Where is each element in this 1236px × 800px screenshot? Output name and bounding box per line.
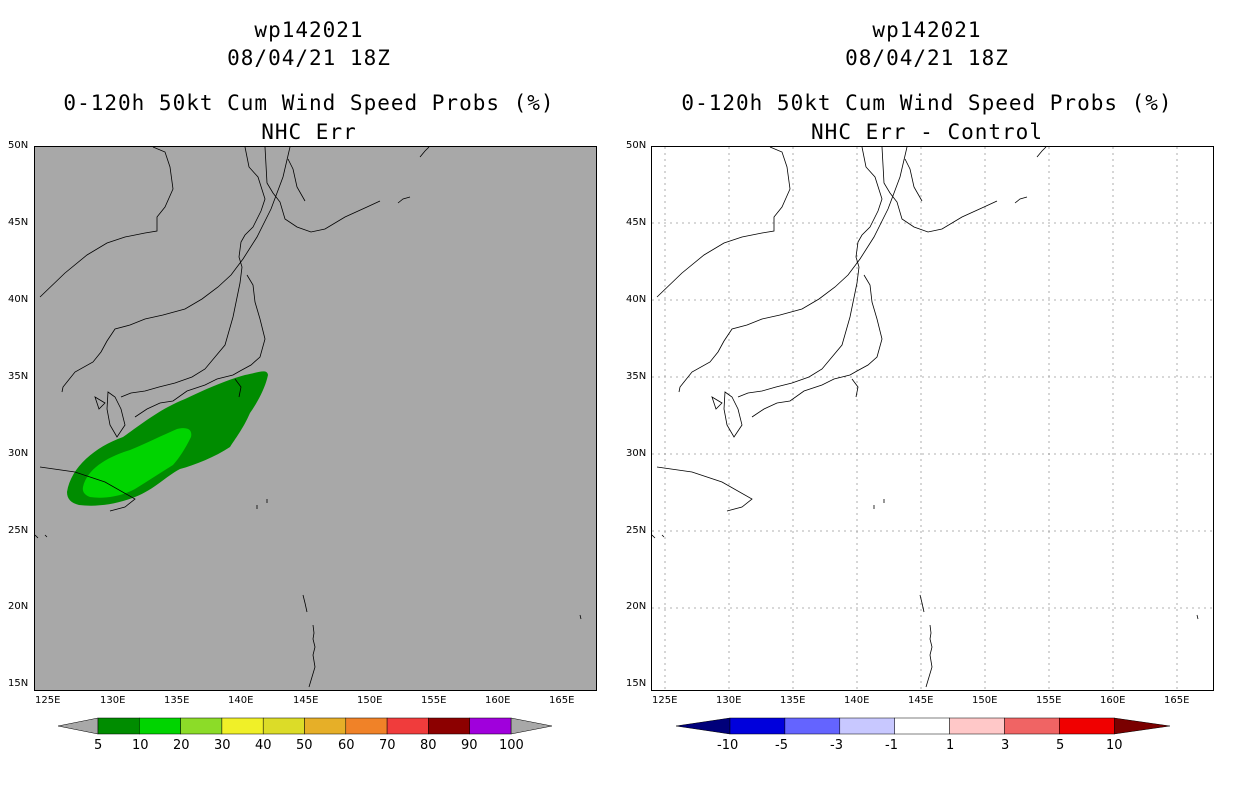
- lat-label: 15N: [626, 678, 647, 689]
- colorbar-left-arrow: [57, 717, 99, 735]
- colorbar-segment: [949, 717, 1005, 735]
- subtitle: NHC Err - Control: [811, 120, 1043, 144]
- colorbar-segment: [428, 717, 470, 735]
- map-graphics: [35, 147, 582, 688]
- lon-label: 155E: [421, 695, 447, 706]
- product-title: 0-120h 50kt Cum Wind Speed Probs (%): [681, 91, 1173, 115]
- lat-label: 45N: [8, 217, 29, 228]
- colorbar-segment: [1004, 717, 1060, 735]
- probability-map: [34, 146, 597, 691]
- lat-label: 25N: [626, 525, 647, 536]
- colorbar-label: 40: [255, 738, 272, 753]
- colorbar-label: 60: [338, 738, 355, 753]
- datetime-title: 08/04/21 18Z: [845, 46, 1009, 70]
- colorbar-segment: [345, 717, 388, 735]
- colorbar-label: 100: [499, 738, 524, 753]
- lat-label: 40N: [626, 294, 647, 305]
- lat-label: 20N: [8, 601, 29, 612]
- colorbar-segment: [97, 717, 140, 735]
- colorbar-label: 1: [946, 738, 955, 753]
- left-panel: wp142021 08/04/21 18Z 0-120h 50kt Cum Wi…: [8, 18, 597, 753]
- lat-label: 50N: [626, 140, 647, 151]
- grid-lines: [652, 147, 1215, 692]
- storm-id-title: wp142021: [872, 18, 982, 42]
- colorbar-label: -1: [885, 738, 898, 753]
- colorbar-label: 30: [214, 738, 231, 753]
- lon-label: 165E: [1164, 695, 1190, 706]
- colorbar-segment: [262, 717, 305, 735]
- lat-label: 15N: [8, 678, 29, 689]
- coastlines: [652, 147, 1199, 688]
- colorbar-segment: [894, 717, 950, 735]
- lon-label: 155E: [1036, 695, 1062, 706]
- colorbar-segment: [139, 717, 181, 735]
- lon-label: 140E: [228, 695, 254, 706]
- lon-label: 125E: [35, 695, 61, 706]
- colorbar-label: 10: [1106, 738, 1123, 753]
- lat-label: 30N: [626, 448, 647, 459]
- lon-label: 150E: [357, 695, 383, 706]
- probability-colorbar: [57, 717, 553, 735]
- lat-label: 45N: [626, 217, 647, 228]
- lon-label: 140E: [844, 695, 870, 706]
- colorbar-label: 20: [173, 738, 190, 753]
- colorbar-segment: [729, 717, 786, 735]
- lat-label: 30N: [8, 448, 29, 459]
- lon-label: 165E: [549, 695, 575, 706]
- lon-label: 135E: [780, 695, 806, 706]
- subtitle: NHC Err: [261, 120, 357, 144]
- colorbar-segment: [469, 717, 512, 735]
- difference-colorbar: [675, 717, 1171, 735]
- colorbar-label: 80: [420, 738, 437, 753]
- colorbar-segment: [180, 717, 223, 735]
- difference-map: [651, 146, 1215, 692]
- colorbar-label: -3: [830, 738, 843, 753]
- lon-label: 145E: [293, 695, 319, 706]
- lat-label: 20N: [626, 601, 647, 612]
- colorbar-label: 5: [94, 738, 103, 753]
- lat-label: 35N: [8, 371, 29, 382]
- colorbar-right-arrow: [1113, 717, 1171, 735]
- colorbar-label: 5: [1056, 738, 1065, 753]
- coastlines: [35, 147, 582, 688]
- colorbar-label: -5: [775, 738, 788, 753]
- lon-label: 130E: [100, 695, 126, 706]
- colorbar-label: -10: [717, 738, 739, 753]
- lon-label: 125E: [652, 695, 678, 706]
- colorbar-label: 70: [379, 738, 396, 753]
- lat-label: 35N: [626, 371, 647, 382]
- colorbar-right-arrow: [510, 717, 553, 735]
- prob-contour-10-20: [82, 428, 192, 498]
- product-title: 0-120h 50kt Cum Wind Speed Probs (%): [63, 91, 555, 115]
- colorbar-segment: [839, 717, 895, 735]
- lon-label: 145E: [908, 695, 934, 706]
- colorbar-segment: [386, 717, 429, 735]
- lat-label: 50N: [8, 140, 29, 151]
- colorbar-label: 90: [461, 738, 478, 753]
- colorbar-left-arrow: [675, 717, 731, 735]
- colorbar-segment: [784, 717, 841, 735]
- storm-id-title: wp142021: [254, 18, 364, 42]
- colorbar-label: 10: [132, 738, 149, 753]
- colorbar-label: 50: [296, 738, 313, 753]
- right-panel: wp142021 08/04/21 18Z 0-120h 50kt Cum Wi…: [618, 0, 1236, 800]
- lon-label: 160E: [485, 695, 511, 706]
- lon-label: 160E: [1100, 695, 1126, 706]
- lat-label: 40N: [8, 294, 29, 305]
- lat-label: 25N: [8, 525, 29, 536]
- datetime-title: 08/04/21 18Z: [227, 46, 391, 70]
- lon-label: 150E: [972, 695, 998, 706]
- lon-label: 130E: [716, 695, 742, 706]
- colorbar-segment: [304, 717, 347, 735]
- colorbar-segment: [221, 717, 264, 735]
- map-graphics: [652, 147, 1215, 692]
- colorbar-segment: [1059, 717, 1115, 735]
- colorbar-label: 3: [1001, 738, 1010, 753]
- lon-label: 135E: [164, 695, 190, 706]
